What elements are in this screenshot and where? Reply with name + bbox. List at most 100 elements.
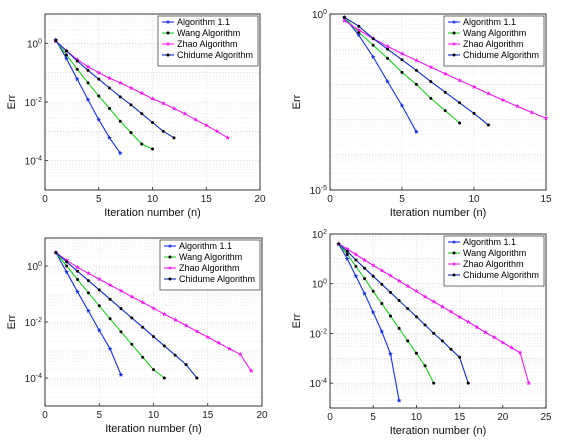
legend-marker (168, 277, 172, 281)
data-point (337, 242, 341, 246)
data-point (96, 327, 102, 333)
data-point (386, 56, 390, 60)
data-point (429, 96, 433, 100)
legend-marker (452, 273, 456, 277)
x-tick-label: 0 (327, 194, 333, 205)
legend-label: Wang Algorithm (463, 248, 526, 258)
series-algorithm-1-1 (336, 241, 402, 403)
data-point (150, 96, 155, 101)
data-point (458, 121, 462, 125)
chart-panel-4: 0 5 10 15 20 25 102 100 10-2 10-4 Iteration number… (291, 229, 552, 437)
data-point (97, 77, 101, 81)
data-point (397, 326, 401, 330)
series-line (55, 252, 198, 379)
data-point (117, 150, 123, 156)
data-point (74, 57, 80, 62)
data-point (151, 147, 154, 151)
data-point (152, 368, 155, 372)
x-tick-label: 5 (96, 194, 102, 205)
data-point (406, 339, 410, 343)
legend-marker (168, 255, 172, 259)
data-point (485, 90, 491, 96)
x-tick-label: 5 (96, 410, 102, 421)
data-point (64, 56, 69, 61)
legend-box (443, 235, 545, 287)
legend-label: Wang Algorithm (177, 28, 240, 38)
legend-label: Zhao Algorithm (463, 39, 524, 49)
data-point (107, 282, 113, 288)
series-chidume-algorithm (337, 242, 470, 385)
data-point (356, 27, 362, 33)
data-point (107, 346, 113, 351)
y-tick-label: 100 (312, 9, 327, 21)
legend-marker (165, 41, 171, 46)
data-point (118, 95, 122, 99)
data-point (413, 129, 419, 134)
data-point (370, 54, 376, 60)
x-tick-label: 15 (201, 194, 213, 205)
legend-marker (451, 41, 457, 46)
x-tick-label: 10 (147, 194, 159, 205)
legend-marker (452, 31, 456, 35)
data-point (65, 260, 69, 264)
legend-marker (451, 261, 457, 266)
grid (329, 14, 547, 191)
x-tick-label: 20 (254, 194, 266, 205)
data-point (216, 340, 222, 345)
y-axis-label: Err (6, 94, 18, 109)
y-tick-label: 10-5 (310, 185, 327, 197)
data-point (162, 376, 166, 380)
series-chidume-algorithm (342, 15, 490, 127)
legend-marker (452, 251, 456, 255)
data-point (371, 37, 375, 41)
legend-marker (451, 19, 457, 24)
data-point (443, 90, 447, 94)
data-point (248, 368, 254, 373)
data-point (396, 278, 402, 283)
data-point (195, 376, 199, 380)
data-point (161, 129, 165, 133)
x-tick-label: 15 (454, 412, 466, 423)
data-point (141, 355, 145, 359)
data-point (227, 346, 232, 351)
data-point (342, 15, 346, 19)
data-point (500, 97, 506, 103)
data-point (140, 142, 144, 146)
data-point (107, 75, 112, 81)
x-tick-label: 0 (42, 194, 48, 205)
data-point (345, 252, 349, 256)
y-axis-label: Err (6, 314, 18, 329)
data-point (431, 299, 437, 304)
y-axis-label: Err (291, 313, 303, 328)
data-point (182, 111, 188, 116)
data-point (86, 291, 90, 295)
data-point (399, 103, 405, 108)
legend-marker (167, 243, 173, 248)
y-tick-label: 10-2 (25, 97, 42, 109)
data-point (362, 257, 367, 263)
data-point (371, 274, 375, 278)
data-point (356, 32, 362, 38)
data-point (64, 269, 70, 275)
data-point (449, 347, 453, 351)
legend-label: Chidume Algorithm (177, 50, 253, 60)
series-line (338, 243, 400, 401)
data-point (357, 30, 361, 34)
data-point (75, 59, 79, 63)
data-point (363, 266, 367, 270)
data-point (172, 317, 178, 322)
legend-label: Zhao Algorithm (179, 263, 240, 273)
x-tick-label: 20 (256, 410, 268, 421)
data-point (396, 397, 402, 403)
series-chidume-algorithm (54, 251, 199, 380)
data-point (388, 314, 392, 318)
data-point (108, 297, 112, 301)
data-point (86, 81, 90, 85)
legend-marker (452, 53, 456, 57)
data-point (96, 70, 102, 75)
data-point (140, 299, 146, 305)
data-point (422, 294, 428, 299)
data-point (173, 353, 177, 357)
data-point (171, 105, 177, 111)
